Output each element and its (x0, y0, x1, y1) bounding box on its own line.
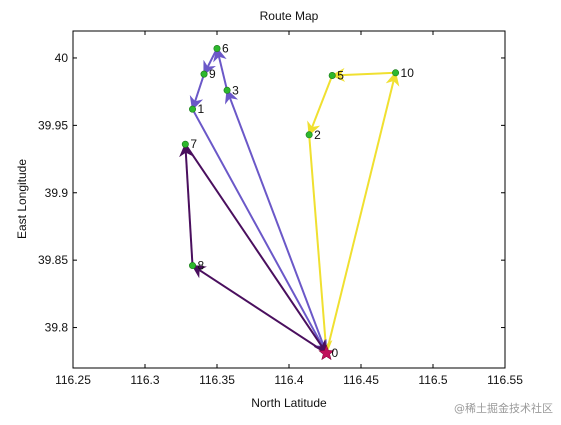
y-tick-label: 39.8 (45, 321, 69, 335)
y-tick-label: 39.95 (38, 118, 68, 132)
route-segment (179, 142, 194, 266)
node-marker (181, 140, 189, 148)
node-marker (328, 71, 336, 79)
watermark-text: @稀土掘金技术社区 (454, 402, 553, 415)
node-marker (200, 70, 208, 78)
markers-layer (181, 45, 400, 361)
x-tick-label: 116.45 (343, 373, 379, 387)
x-tick-label: 116.5 (418, 373, 447, 387)
x-tick-label: 116.55 (487, 373, 523, 387)
node-marker (189, 262, 197, 270)
node-label: 7 (190, 137, 197, 151)
node-label: 9 (209, 67, 216, 81)
x-tick-label: 116.25 (55, 373, 91, 387)
depot-star-marker (318, 344, 335, 361)
route-segment (189, 73, 205, 111)
y-tick-label: 39.85 (38, 253, 68, 267)
y-axis-title: East Longitude (15, 159, 29, 239)
node-label: 5 (337, 68, 344, 82)
node-label: 1 (198, 102, 205, 116)
x-axis: 116.25 116.3 116.35 116.4 116.45 116.5 116.55 (55, 31, 523, 387)
node-marker (213, 45, 221, 53)
route-segment (203, 48, 218, 76)
y-tick-label: 39.9 (45, 186, 69, 200)
y-tick-label: 40 (55, 51, 69, 65)
routes-layer (179, 47, 400, 355)
node-marker (392, 69, 400, 77)
route-segment (191, 264, 327, 355)
chart-title: Route Map (260, 9, 319, 23)
route-segment (191, 108, 328, 355)
route-segment (184, 143, 328, 355)
node-label: 8 (198, 259, 205, 273)
node-marker (223, 86, 231, 94)
route-segment (224, 89, 328, 354)
x-tick-label: 116.4 (274, 373, 303, 387)
node-label: 6 (222, 42, 229, 56)
y-axis: 39.8 39.85 39.9 39.95 40 (38, 51, 505, 335)
x-tick-label: 116.35 (199, 373, 235, 387)
node-label: 0 (331, 346, 338, 360)
route-segment (325, 71, 400, 354)
node-label: 3 (232, 83, 239, 97)
route-segment (307, 75, 334, 137)
x-tick-label: 116.3 (130, 373, 159, 387)
node-marker (189, 105, 197, 113)
plot-area (72, 30, 506, 369)
route-segment (213, 47, 229, 91)
node-labels-layer: 0 1 2 3 5 6 7 8 9 10 (190, 42, 414, 361)
node-label: 2 (314, 128, 321, 142)
x-axis-title: North Latitude (251, 396, 327, 410)
node-marker (305, 131, 313, 139)
route-segment (308, 134, 333, 355)
route-segment (330, 67, 396, 82)
node-label: 10 (401, 66, 415, 80)
